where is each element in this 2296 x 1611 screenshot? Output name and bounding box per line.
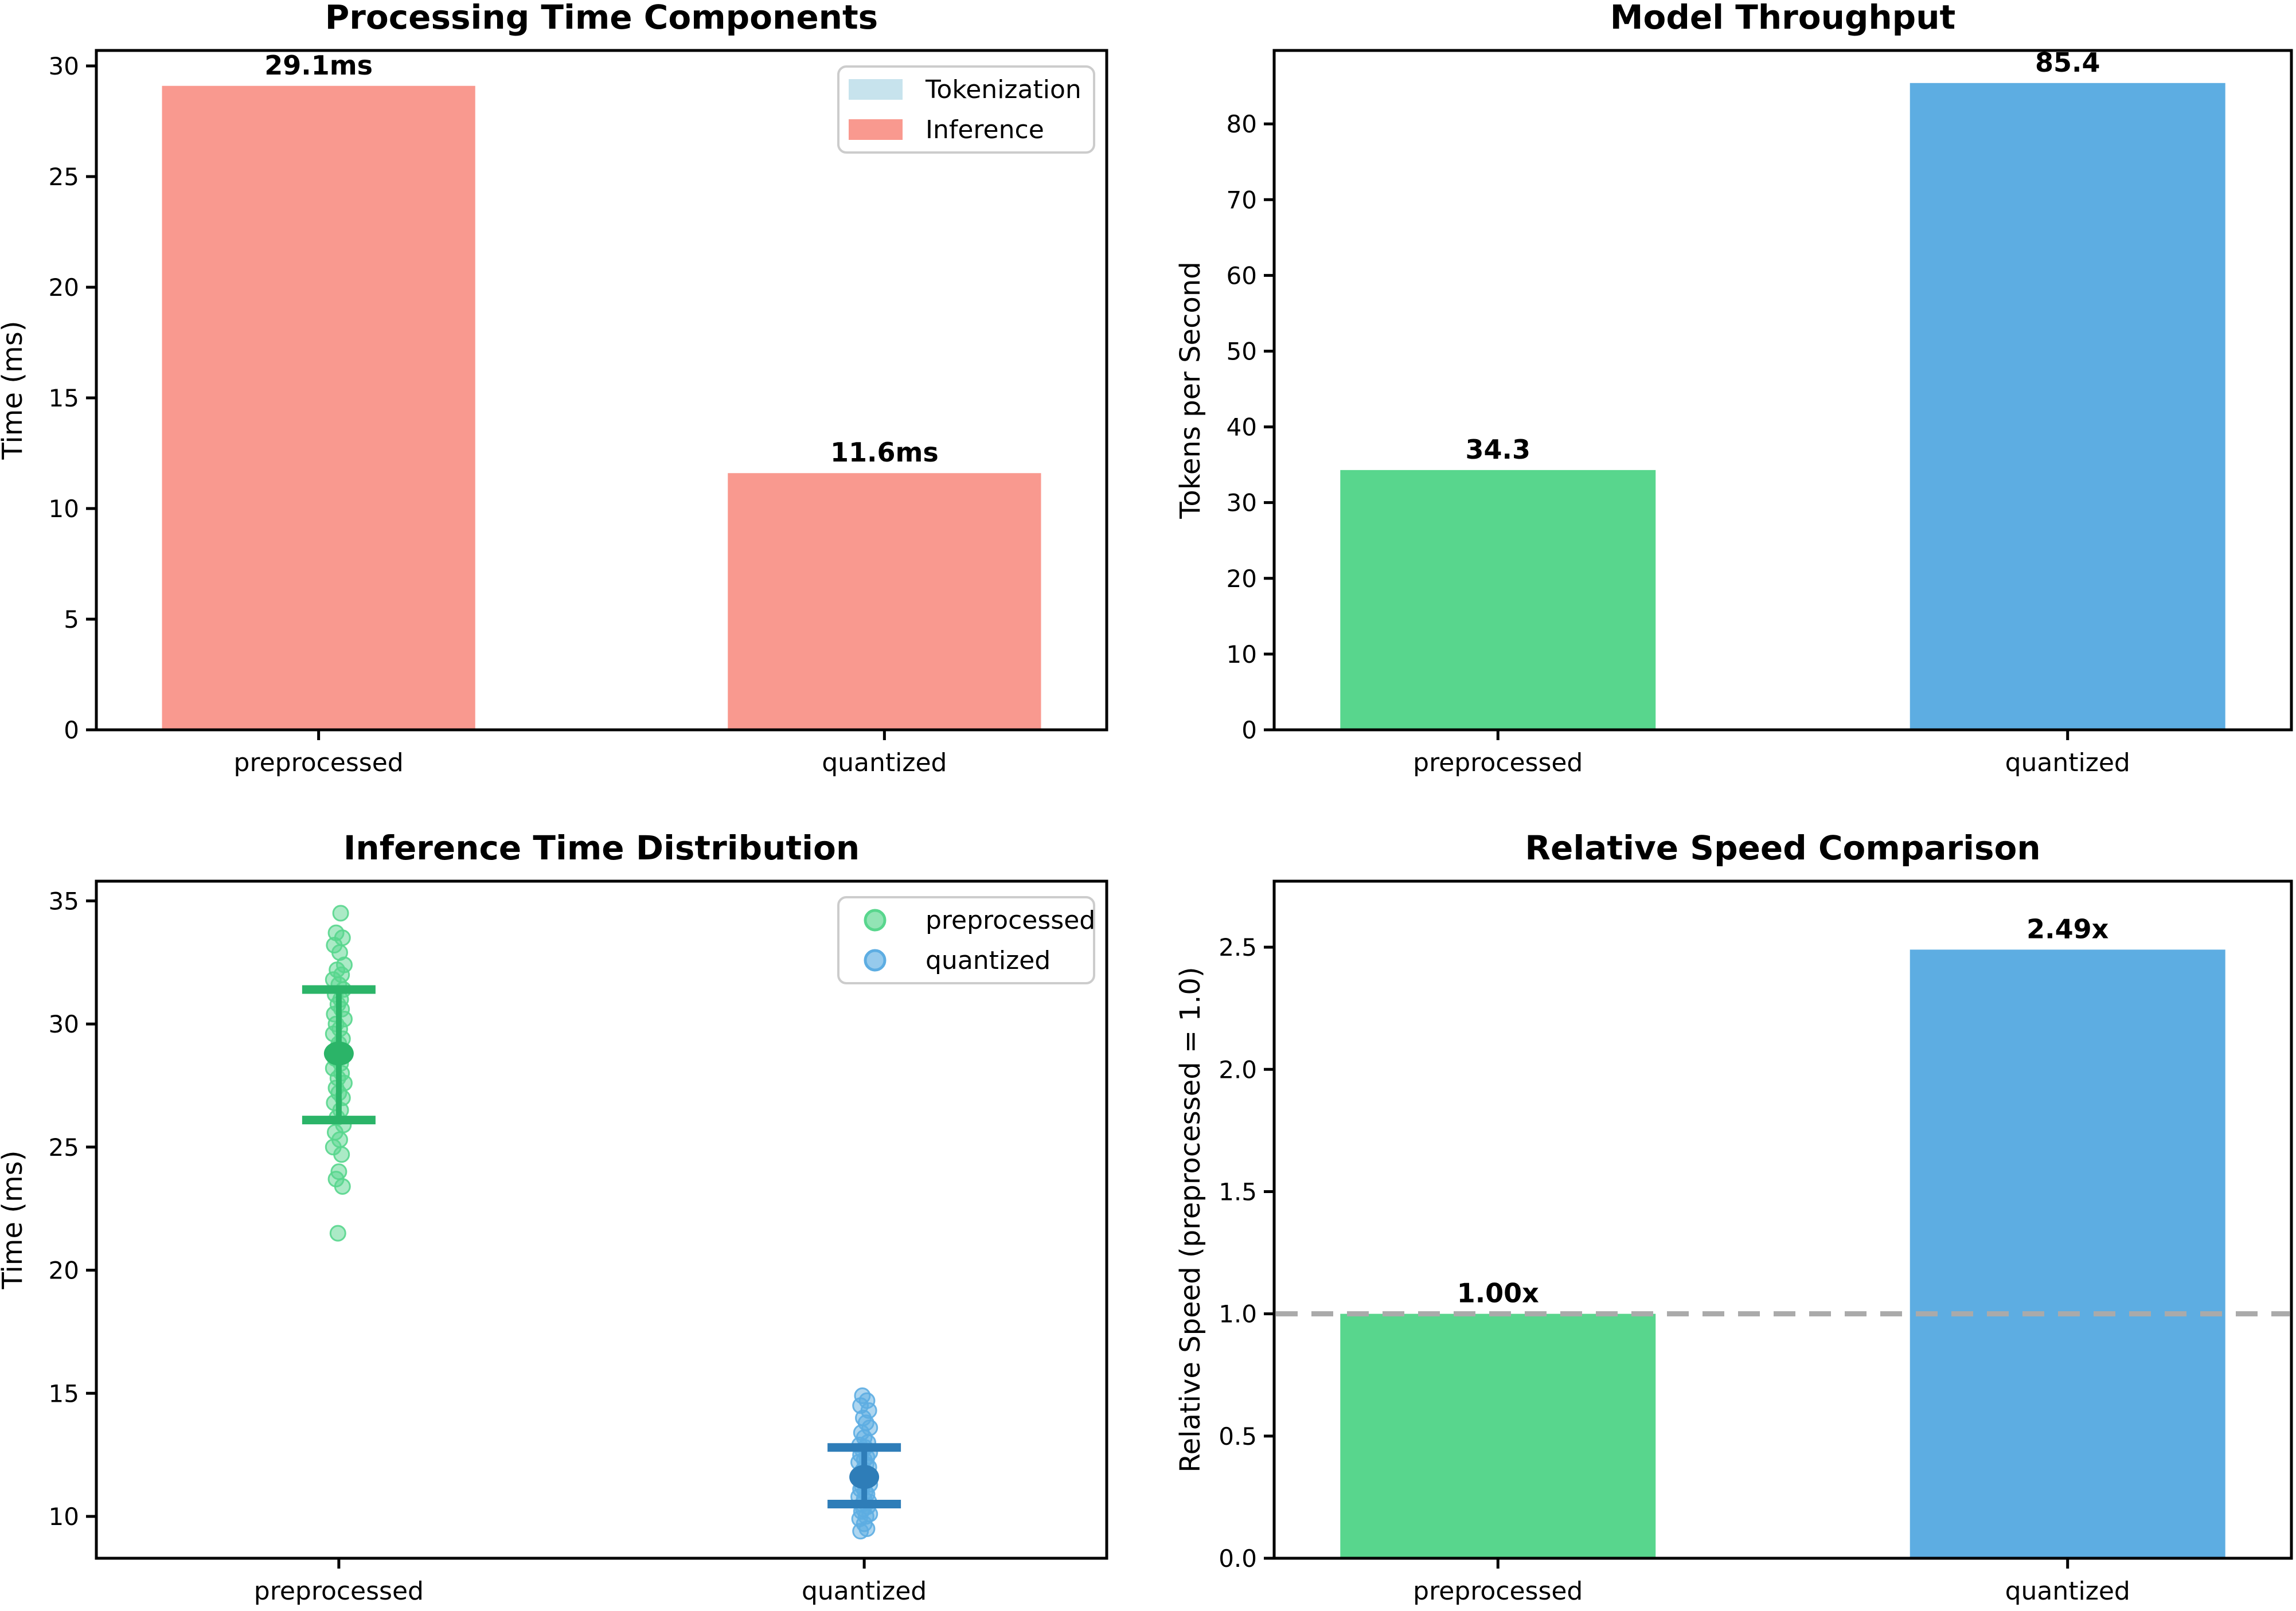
chart-title: Model Throughput xyxy=(1610,0,1955,37)
bar-value-label: 1.00x xyxy=(1457,1278,1539,1309)
x-tick-label-quantized: quantized xyxy=(822,748,947,777)
y-tick-label: 1.5 xyxy=(1219,1178,1257,1206)
y-tick-label: 15 xyxy=(49,1379,79,1407)
data-point-preprocessed xyxy=(334,1178,351,1195)
legend-swatch-tokenization xyxy=(849,79,903,100)
plot-border xyxy=(95,879,1108,1560)
legend-label-quantized: quantized xyxy=(926,946,1051,975)
legend: preprocessed quantized xyxy=(837,896,1095,984)
legend-box xyxy=(837,896,1095,984)
x-tick-label-quantized: quantized xyxy=(2005,748,2130,777)
mean-marker-quantized xyxy=(849,1465,880,1489)
bar-inference-quantized xyxy=(728,473,1041,730)
chart-title: Relative Speed Comparison xyxy=(1525,828,2040,867)
y-axis-label: Tokens per Second xyxy=(1174,261,1206,519)
y-tick-label: 30 xyxy=(49,52,79,80)
x-tick-label-preprocessed: preprocessed xyxy=(234,748,404,777)
chart-model-throughput-canvas: Model Throughput Tokens per Second 34.3 85.… xyxy=(1174,0,2293,777)
y-tick-label: 50 xyxy=(1227,337,1257,365)
bar-value-label: 85.4 xyxy=(2035,47,2100,78)
data-point-preprocessed xyxy=(329,1225,346,1242)
y-tick-label: 0 xyxy=(64,716,79,744)
y-tick-label: 20 xyxy=(49,1257,79,1285)
y-tick-label: 35 xyxy=(49,887,79,915)
data-point-preprocessed xyxy=(333,1146,350,1163)
bar-value-label: 11.6ms xyxy=(830,437,939,468)
x-tick-label-quantized: quantized xyxy=(802,1577,927,1606)
plot-border xyxy=(95,49,1108,732)
legend: Tokenization Inference xyxy=(837,65,1095,154)
legend-marker-preprocessed xyxy=(864,909,887,932)
bar-quantized xyxy=(1910,949,2225,1558)
y-tick-label: 25 xyxy=(49,163,79,191)
y-tick-label: 70 xyxy=(1227,186,1257,214)
bar-quantized xyxy=(1910,83,2225,730)
y-tick-label: 0 xyxy=(1241,716,1257,744)
chart-relative-speed-comparison: Relative Speed Comparison Relative Speed … xyxy=(1148,806,2296,1611)
chart-model-throughput: Model Throughput Tokens per Second 34.3 85.… xyxy=(1148,0,2296,806)
y-tick-label: 0.5 xyxy=(1219,1422,1257,1450)
y-tick-label: 5 xyxy=(64,605,79,634)
legend-label-preprocessed: preprocessed xyxy=(926,906,1095,935)
x-tick-label-preprocessed: preprocessed xyxy=(1413,1577,1583,1606)
chart-title: Processing Time Components xyxy=(325,0,878,37)
y-tick-label: 30 xyxy=(49,1010,79,1038)
y-tick-label: 25 xyxy=(49,1133,79,1162)
legend-swatch-inference xyxy=(849,119,903,140)
bar-value-label: 34.3 xyxy=(1466,434,1531,465)
chart-inference-distribution-canvas: Inference Time Distribution Time (ms) 10 15… xyxy=(0,828,1108,1606)
y-tick-label: 20 xyxy=(49,273,79,302)
chart-inference-time-distribution: Inference Time Distribution Time (ms) 10 15… xyxy=(0,806,1148,1611)
y-tick-label: 10 xyxy=(49,1503,79,1531)
bar-preprocessed xyxy=(1340,1313,1656,1558)
legend-marker-quantized xyxy=(864,949,887,972)
x-tick-label-quantized: quantized xyxy=(2005,1577,2130,1606)
chart-processing-time-canvas: Processing Time Components Time (ms) 29.1m… xyxy=(0,0,1108,777)
plot-border xyxy=(1272,879,2293,1560)
chart-relative-speed-canvas: Relative Speed Comparison Relative Speed … xyxy=(1174,828,2293,1606)
x-tick-label-preprocessed: preprocessed xyxy=(1413,748,1583,777)
y-axis-label: Time (ms) xyxy=(0,321,29,460)
bar-value-label: 29.1ms xyxy=(264,50,373,81)
y-tick-label: 1.0 xyxy=(1219,1300,1257,1328)
y-tick-label: 2.0 xyxy=(1219,1055,1257,1084)
y-tick-label: 2.5 xyxy=(1219,933,1257,961)
y-axis-label: Time (ms) xyxy=(0,1151,29,1290)
bar-value-label: 2.49x xyxy=(2026,913,2108,944)
bar-inference-preprocessed xyxy=(162,85,475,730)
y-tick-label: 10 xyxy=(1227,640,1257,668)
y-tick-label: 15 xyxy=(49,384,79,412)
y-tick-label: 0.0 xyxy=(1219,1544,1257,1573)
y-axis-label: Relative Speed (preprocessed = 1.0) xyxy=(1174,967,1206,1472)
y-tick-label: 40 xyxy=(1227,413,1257,441)
y-tick-label: 60 xyxy=(1227,261,1257,290)
data-point-preprocessed xyxy=(332,905,349,922)
legend-label-tokenization: Tokenization xyxy=(925,75,1081,104)
chart-title: Inference Time Distribution xyxy=(343,828,860,867)
mean-marker-preprocessed xyxy=(323,1041,354,1066)
x-tick-label-preprocessed: preprocessed xyxy=(254,1577,424,1606)
y-tick-label: 80 xyxy=(1227,110,1257,138)
chart-processing-time-components: Processing Time Components Time (ms) 29.1m… xyxy=(0,0,1148,806)
y-tick-label: 30 xyxy=(1227,489,1257,517)
plot-border xyxy=(1272,49,2293,732)
bar-preprocessed xyxy=(1340,470,1656,730)
data-point-quantized xyxy=(852,1523,869,1540)
y-tick-label: 10 xyxy=(49,495,79,523)
y-tick-label: 20 xyxy=(1227,565,1257,593)
legend-label-inference: Inference xyxy=(926,115,1044,144)
